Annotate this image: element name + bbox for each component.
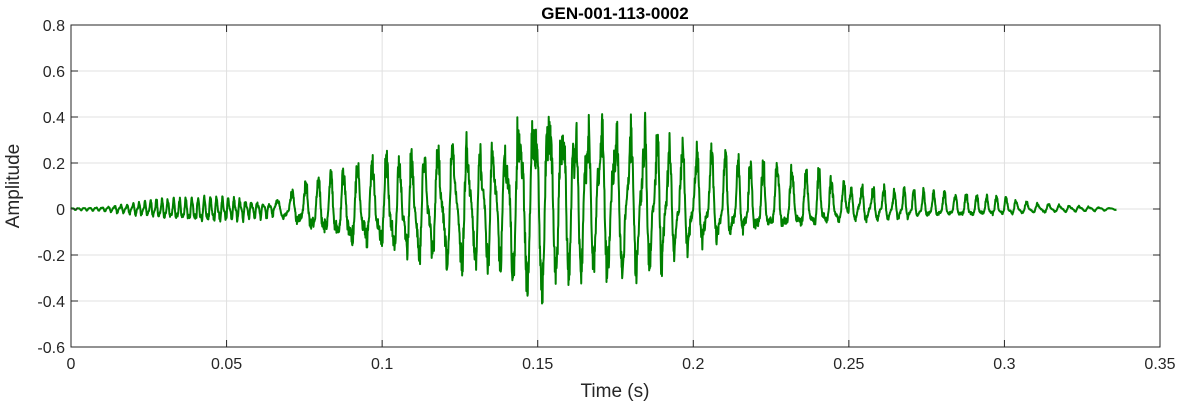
- y-tick-label: -0.2: [37, 248, 65, 265]
- y-tick-label: 0: [56, 202, 65, 219]
- y-tick-label: 0.6: [43, 64, 65, 81]
- x-tick-label: 0.25: [833, 356, 864, 373]
- series-layer: [70, 111, 1118, 305]
- chart-title: GEN-001-113-0002: [541, 4, 688, 23]
- y-tick-label: -0.4: [37, 294, 65, 311]
- x-tick-label: 0.35: [1144, 356, 1175, 373]
- axes-box: [70, 24, 1161, 348]
- y-axis-label: Amplitude: [3, 144, 24, 229]
- x-tick-label: 0.3: [993, 356, 1015, 373]
- y-tick-label: 0.4: [43, 110, 65, 127]
- x-tick-label: 0.15: [522, 356, 553, 373]
- ticks: 0 0.05 0.1 0.15 0.2 0.25 0.3 0.35 -0.6 -0.4 -0.2 0 0…: [37, 18, 1175, 373]
- x-tick-label: 0.05: [211, 356, 242, 373]
- y-tick-label: 0.8: [43, 18, 65, 35]
- plot-background: [71, 25, 1160, 347]
- waveform-series-line: [70, 111, 1118, 305]
- x-axis-label: Time (s): [581, 381, 650, 402]
- y-tick-label: -0.6: [37, 340, 65, 357]
- x-tick-label: 0: [67, 356, 76, 373]
- x-tick-label: 0.1: [371, 356, 393, 373]
- y-tick-label: 0.2: [43, 156, 65, 173]
- x-tick-label: 0.2: [682, 356, 704, 373]
